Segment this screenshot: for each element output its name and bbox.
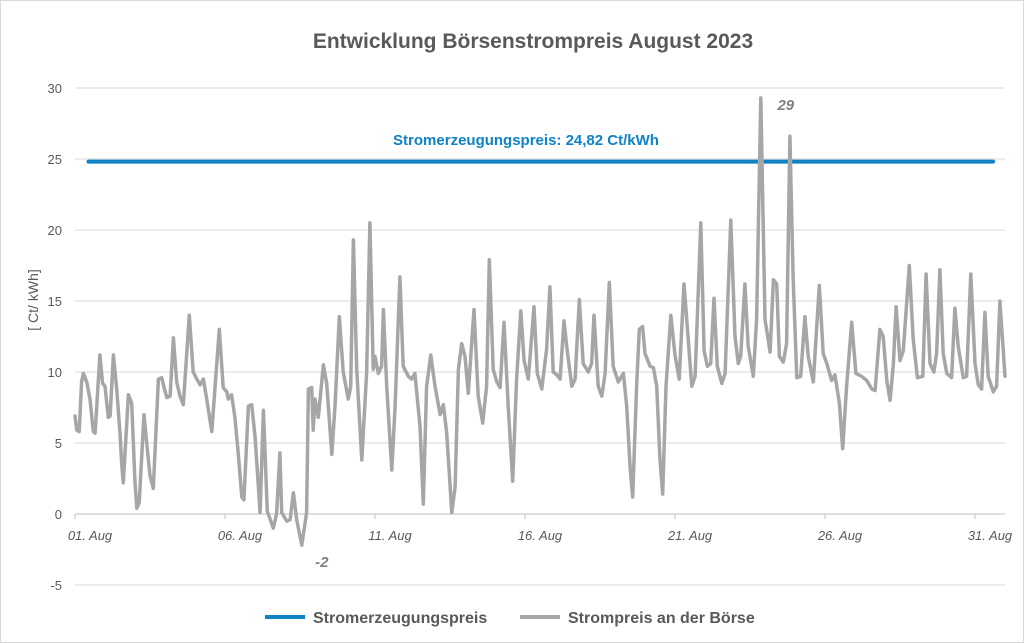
y-tick-label: 30 xyxy=(48,81,62,96)
y-tick-label: 20 xyxy=(48,223,62,238)
x-tick-label: 11. Aug xyxy=(368,528,412,543)
x-tick-label: 01. Aug xyxy=(68,528,113,543)
y-tick-label: -5 xyxy=(50,578,62,593)
x-tick-label: 06. Aug xyxy=(218,528,263,543)
legend-label-stromerzeugungspreis: Stromerzeugungspreis xyxy=(313,610,487,627)
y-tick-label: 10 xyxy=(48,365,62,380)
series-line-boersenpreis xyxy=(73,96,1007,547)
data-label: -2 xyxy=(315,554,329,571)
chart-title: Entwicklung Börsenstrompreis August 2023 xyxy=(313,30,753,53)
y-tick-label: 0 xyxy=(55,507,62,522)
x-tick-label: 31. Aug xyxy=(968,528,1013,543)
y-tick-label: 5 xyxy=(55,436,62,451)
legend-label-boersenpreis: Strompreis an der Börse xyxy=(568,610,755,627)
y-tick-label: 15 xyxy=(48,294,62,309)
x-tick-label: 26. Aug xyxy=(817,528,863,543)
y-axis-label: [ Ct/ kWh] xyxy=(25,269,41,330)
data-label: 29 xyxy=(776,97,794,114)
x-tick-label: 16. Aug xyxy=(518,528,563,543)
x-tick-label: 21. Aug xyxy=(667,528,713,543)
reference-line-label: Stromerzeugungspreis: 24,82 Ct/kWh xyxy=(393,132,659,149)
y-tick-label: 25 xyxy=(48,152,62,167)
legend: Stromerzeugungspreis Strompreis an der B… xyxy=(265,610,755,627)
